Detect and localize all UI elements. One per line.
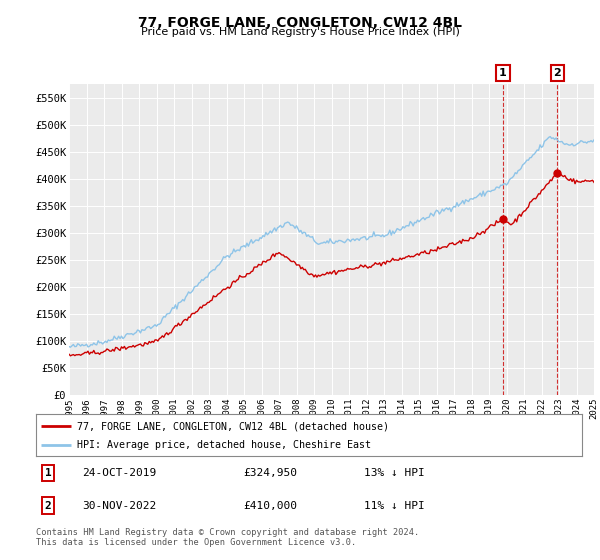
Text: 2: 2 xyxy=(553,68,561,78)
Text: £324,950: £324,950 xyxy=(244,468,298,478)
Text: Contains HM Land Registry data © Crown copyright and database right 2024.
This d: Contains HM Land Registry data © Crown c… xyxy=(36,528,419,547)
Text: HPI: Average price, detached house, Cheshire East: HPI: Average price, detached house, Ches… xyxy=(77,440,371,450)
Text: 77, FORGE LANE, CONGLETON, CW12 4BL: 77, FORGE LANE, CONGLETON, CW12 4BL xyxy=(138,16,462,30)
Text: 30-NOV-2022: 30-NOV-2022 xyxy=(82,501,157,511)
Text: 24-OCT-2019: 24-OCT-2019 xyxy=(82,468,157,478)
Text: 1: 1 xyxy=(44,468,52,478)
Text: 11% ↓ HPI: 11% ↓ HPI xyxy=(364,501,424,511)
Text: 13% ↓ HPI: 13% ↓ HPI xyxy=(364,468,424,478)
Text: Price paid vs. HM Land Registry's House Price Index (HPI): Price paid vs. HM Land Registry's House … xyxy=(140,27,460,37)
Text: 77, FORGE LANE, CONGLETON, CW12 4BL (detached house): 77, FORGE LANE, CONGLETON, CW12 4BL (det… xyxy=(77,421,389,431)
Text: £410,000: £410,000 xyxy=(244,501,298,511)
Text: 2: 2 xyxy=(44,501,52,511)
Text: 1: 1 xyxy=(499,68,507,78)
